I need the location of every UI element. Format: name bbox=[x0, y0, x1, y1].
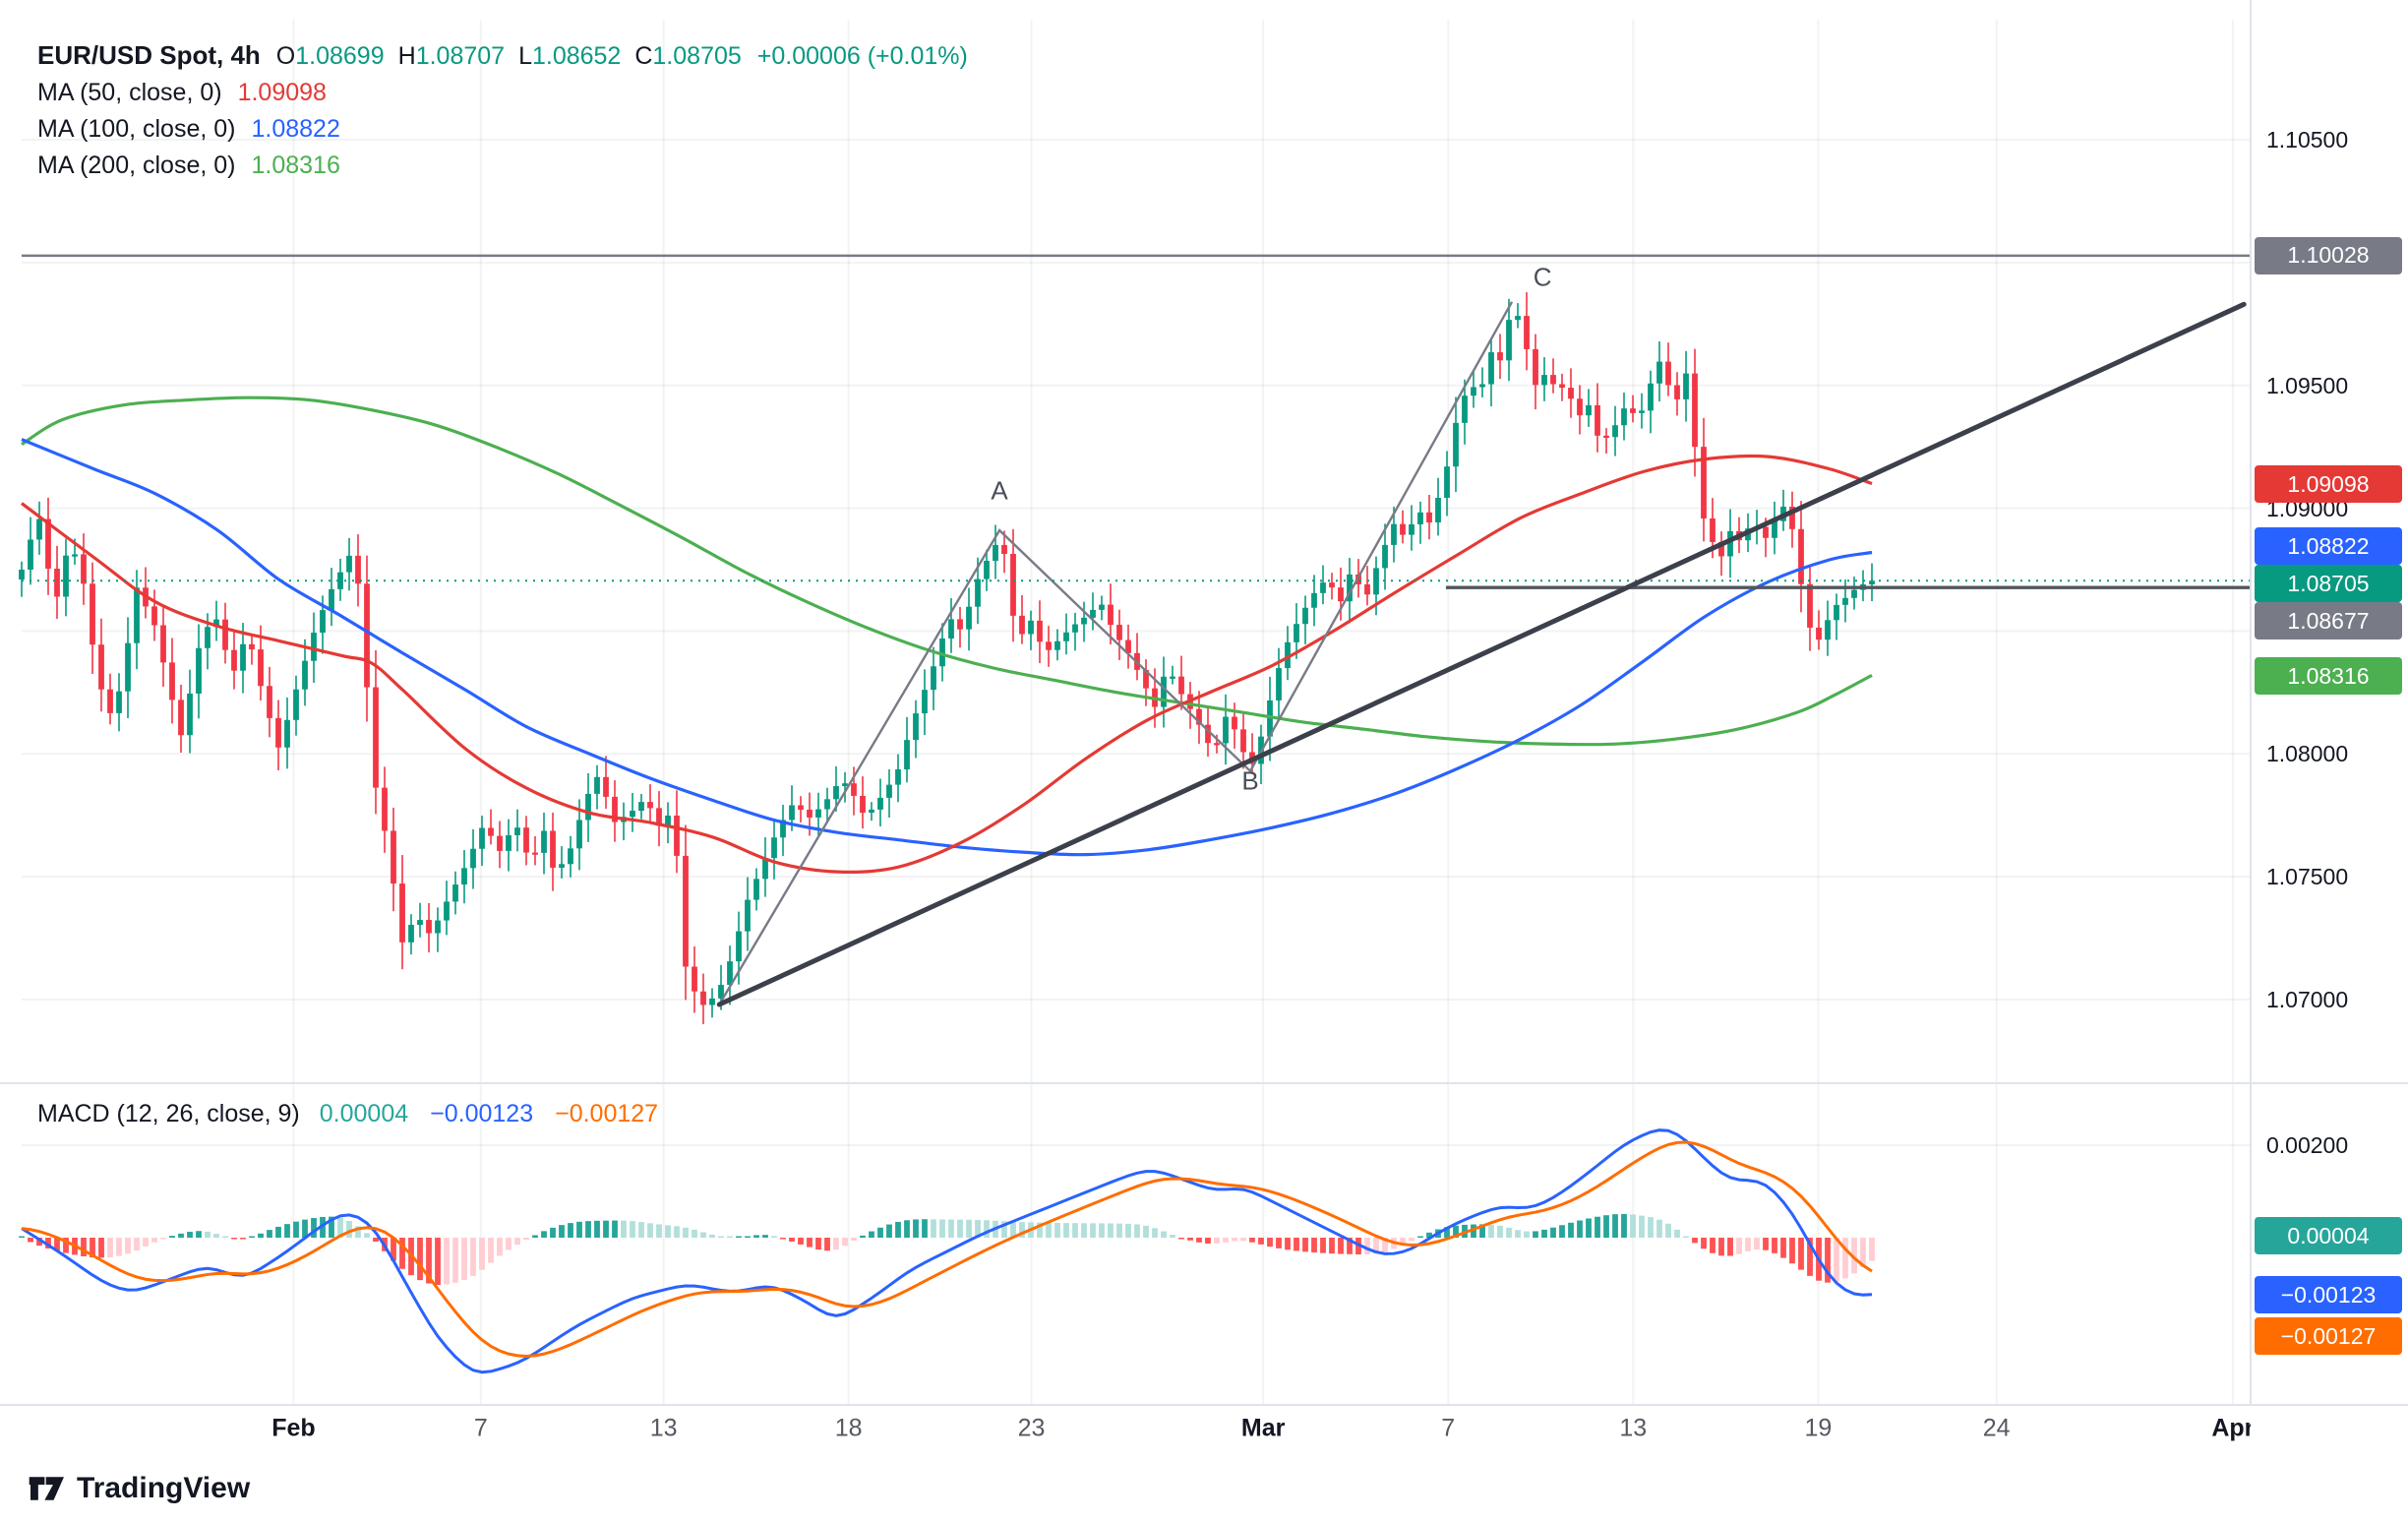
ma-legend-row: MA (50, close, 0) 1.09098 bbox=[37, 75, 968, 111]
price-axis[interactable]: 1.105001.100001.095001.090001.085001.080… bbox=[2251, 0, 2408, 1451]
ohlc-value: 1.08699 bbox=[295, 42, 385, 70]
ma-legends: MA (50, close, 0) 1.09098 MA (100, close, … bbox=[37, 75, 968, 184]
time-tick: 7 bbox=[473, 1414, 488, 1442]
price-label-badge: 1.08705 bbox=[2255, 565, 2402, 603]
chart-legend: EUR/USD Spot, 4h O1.08699 H1.08707 L1.08652… bbox=[37, 37, 968, 184]
ma-legend-row: MA (100, close, 0) 1.08822 bbox=[37, 111, 968, 148]
price-tick: 1.09500 bbox=[2266, 372, 2349, 398]
time-tick: Mar bbox=[1240, 1414, 1286, 1442]
ohlc-letter: O bbox=[275, 42, 296, 70]
time-tick: 23 bbox=[1017, 1414, 1046, 1442]
macd-line bbox=[21, 1128, 1873, 1374]
ma200-line bbox=[21, 396, 1873, 747]
macd-legend-value: −0.00123 bbox=[430, 1100, 534, 1127]
macd-values: 0.00004 −0.00123 −0.00127 bbox=[320, 1100, 680, 1127]
macd-label: MACD (12, 26, close, 9) bbox=[37, 1100, 300, 1127]
ma-legend-value: 1.09098 bbox=[237, 79, 327, 106]
symbol-ohlc-row: EUR/USD Spot, 4h O1.08699 H1.08707 L1.08652… bbox=[37, 37, 968, 75]
abc-zigzag-line bbox=[718, 301, 1514, 1005]
time-tick: 19 bbox=[1804, 1414, 1833, 1442]
price-tick: 1.08000 bbox=[2266, 741, 2349, 767]
macd-legend-value: 0.00004 bbox=[319, 1100, 409, 1127]
macd-tick: 0.00200 bbox=[2266, 1132, 2349, 1158]
ohlc-value: 1.08652 bbox=[531, 42, 622, 70]
ohlc-value: 1.08705 bbox=[652, 42, 742, 70]
macd-legend-value: −0.00127 bbox=[555, 1100, 659, 1127]
time-tick: 7 bbox=[1441, 1414, 1456, 1442]
price-label-badge: 1.09098 bbox=[2255, 465, 2402, 504]
ma-legend-label: MA (100, close, 0) bbox=[37, 115, 236, 143]
tradingview-logo[interactable]: TradingView bbox=[28, 1472, 250, 1505]
ohlc-letter: H bbox=[397, 42, 416, 70]
ma-legend-row: MA (200, close, 0) 1.08316 bbox=[37, 148, 968, 184]
ma-legend-label: MA (200, close, 0) bbox=[37, 152, 236, 179]
ohlc-values: O1.08699 H1.08707 L1.08652 C1.08705 bbox=[271, 42, 742, 70]
ma-legend-value: 1.08316 bbox=[251, 152, 340, 179]
gridlines bbox=[22, 20, 2251, 1405]
price-label-badge: 1.10028 bbox=[2255, 236, 2402, 274]
ma50-line bbox=[21, 454, 1873, 875]
candlestick-series bbox=[19, 292, 1875, 1025]
time-tick: Feb bbox=[271, 1414, 316, 1442]
time-tick: 24 bbox=[1982, 1414, 2011, 1442]
ascending-trendline bbox=[716, 301, 2247, 1007]
price-tick: 1.10500 bbox=[2266, 127, 2349, 152]
ma-legend-label: MA (50, close, 0) bbox=[37, 79, 222, 106]
time-tick: Apr bbox=[2211, 1414, 2251, 1442]
change-value: +0.00006 (+0.01%) bbox=[756, 42, 968, 70]
price-label-badge: 1.08822 bbox=[2255, 527, 2402, 565]
time-tick: 13 bbox=[1619, 1414, 1648, 1442]
macd-histogram bbox=[19, 1213, 1875, 1286]
macd-legend: MACD (12, 26, close, 9) 0.00004 −0.00123 −0… bbox=[37, 1096, 680, 1132]
macd-label-badge: 0.00004 bbox=[2255, 1217, 2402, 1254]
ohlc-value: 1.08707 bbox=[415, 42, 506, 70]
ma100-line bbox=[21, 438, 1873, 857]
symbol-title[interactable]: EUR/USD Spot, 4h bbox=[37, 40, 261, 70]
price-tick: 1.07000 bbox=[2266, 986, 2349, 1012]
macd-signal-line bbox=[21, 1140, 1873, 1358]
ohlc-letter: C bbox=[634, 42, 653, 70]
macd-label-badge: −0.00123 bbox=[2255, 1276, 2402, 1313]
time-axis[interactable]: Feb 7 13 18 23 Mar 7 13 19 24 Apr bbox=[0, 1406, 2251, 1451]
macd-label-badge: −0.00127 bbox=[2255, 1317, 2402, 1355]
tradingview-logo-text: TradingView bbox=[77, 1472, 251, 1504]
ma-legend-value: 1.08822 bbox=[251, 115, 340, 143]
tradingview-logo-icon bbox=[29, 1477, 64, 1500]
time-tick: 13 bbox=[649, 1414, 678, 1442]
price-tick: 1.07500 bbox=[2266, 864, 2349, 890]
ohlc-letter: L bbox=[518, 42, 532, 70]
price-label-badge: 1.08316 bbox=[2255, 657, 2402, 696]
price-label-badge: 1.08677 bbox=[2255, 602, 2402, 640]
time-tick: 18 bbox=[834, 1414, 863, 1442]
